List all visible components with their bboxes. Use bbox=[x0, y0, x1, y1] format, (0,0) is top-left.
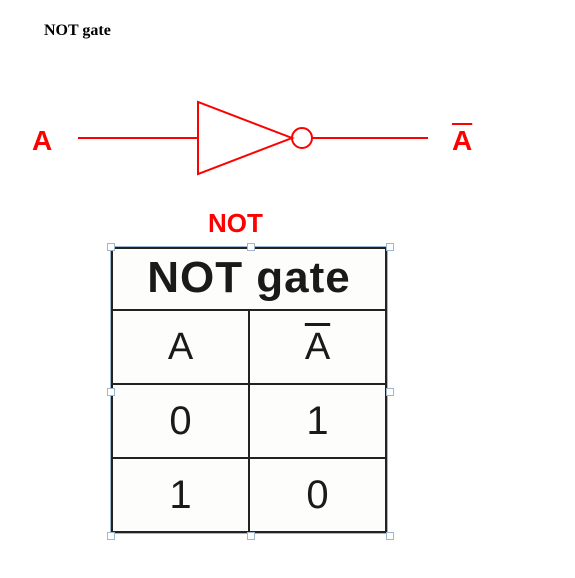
input-label: A bbox=[32, 125, 52, 157]
selection-handle[interactable] bbox=[107, 388, 115, 396]
truth-table-title: NOT gate bbox=[112, 248, 386, 310]
table-row: 01 bbox=[112, 384, 386, 458]
table-column-header: A bbox=[112, 310, 249, 384]
truth-table: NOT gate AA 0110 bbox=[111, 247, 387, 533]
selection-handle[interactable] bbox=[107, 532, 115, 540]
table-column-header: A bbox=[249, 310, 386, 384]
table-cell: 1 bbox=[249, 384, 386, 458]
selection-handle[interactable] bbox=[107, 243, 115, 251]
output-label: A bbox=[452, 125, 472, 157]
table-row: AA bbox=[112, 310, 386, 384]
gate-type-label: NOT bbox=[208, 208, 263, 239]
table-cell: 1 bbox=[112, 458, 249, 532]
table-cell: 0 bbox=[249, 458, 386, 532]
selection-handle[interactable] bbox=[247, 532, 255, 540]
table-cell: 0 bbox=[112, 384, 249, 458]
selection-handle[interactable] bbox=[386, 532, 394, 540]
not-gate-diagram: A A NOT bbox=[30, 90, 530, 250]
page-title: NOT gate bbox=[44, 22, 111, 40]
table-row: NOT gate bbox=[112, 248, 386, 310]
table-row: 10 bbox=[112, 458, 386, 532]
selection-handle[interactable] bbox=[386, 388, 394, 396]
selection-handle[interactable] bbox=[247, 243, 255, 251]
selection-handle[interactable] bbox=[386, 243, 394, 251]
truth-table-selection[interactable]: NOT gate AA 0110 bbox=[110, 246, 388, 534]
